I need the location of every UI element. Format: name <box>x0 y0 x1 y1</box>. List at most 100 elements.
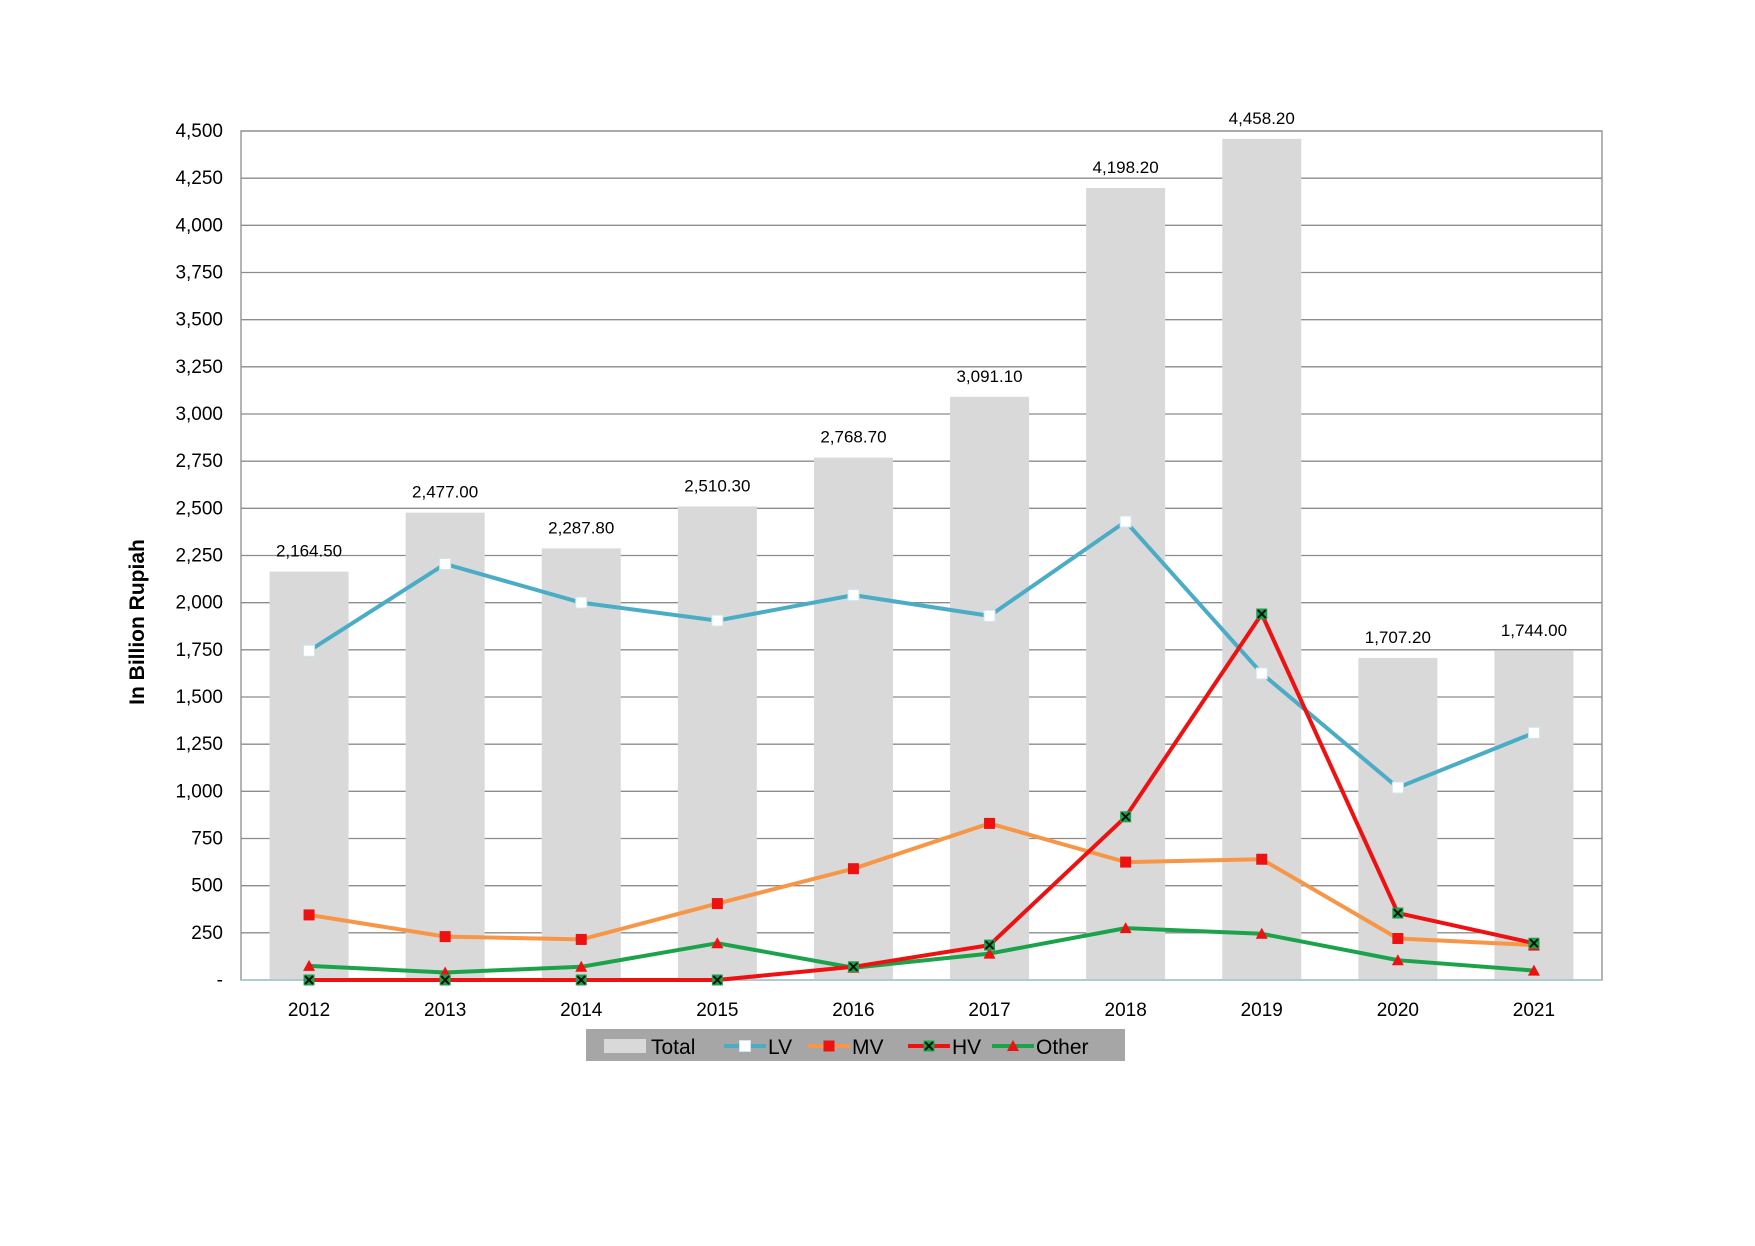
bar-data-label: 1,744.00 <box>1501 621 1567 640</box>
marker-lv <box>439 557 452 570</box>
y-tick-label: 1,000 <box>175 781 223 802</box>
y-tick-label: 500 <box>191 876 223 897</box>
bar-data-label: 1,707.20 <box>1365 628 1431 647</box>
bar-total <box>1222 138 1302 981</box>
legend-label-hv: HV <box>952 1036 981 1059</box>
bar-data-label: 4,198.20 <box>1093 158 1159 177</box>
marker-lv <box>303 644 316 657</box>
marker-hv <box>1392 907 1404 919</box>
y-tick-label: 1,250 <box>175 734 223 755</box>
marker-lv <box>983 609 996 622</box>
y-tick-label: 4,500 <box>175 121 223 142</box>
legend-marker-mv <box>823 1040 835 1052</box>
marker-lv <box>1391 781 1404 794</box>
marker-lv <box>711 614 724 627</box>
legend-label-total: Total <box>651 1036 695 1059</box>
y-tick-label: 250 <box>191 923 223 944</box>
bar-total <box>1086 187 1166 981</box>
bar-total <box>405 512 485 980</box>
y-tick-label: 4,250 <box>175 168 223 189</box>
marker-hv <box>303 974 315 986</box>
y-tick-label: 2,500 <box>175 498 223 519</box>
line-mv <box>307 821 1536 948</box>
bar-data-label: 2,768.70 <box>820 428 886 447</box>
bar-data-label: 2,287.80 <box>548 518 614 537</box>
marker-hv <box>1528 937 1540 949</box>
marker-hv <box>575 974 587 986</box>
marker-hv-cross <box>1257 609 1267 619</box>
line-other <box>307 926 1536 975</box>
bar-total <box>541 548 621 980</box>
marker-hv <box>984 939 996 951</box>
marker-mv <box>1256 853 1268 865</box>
y-tick-label: 3,250 <box>175 357 223 378</box>
marker-hv-cross <box>304 975 314 985</box>
data-labels: 2,164.50 2,477.00 2,287.80 2,510.30 2,768.70… <box>276 109 1567 647</box>
x-tick-label: 2017 <box>968 1000 1010 1021</box>
y-tick-label: 4,000 <box>175 215 223 236</box>
marker-hv-cross <box>848 962 859 972</box>
bar-data-label: 4,458.20 <box>1229 109 1295 128</box>
y-tick-label: 1,750 <box>175 640 223 661</box>
marker-hv-cross <box>984 940 995 950</box>
marker-hv-cross <box>440 975 450 985</box>
bar-data-label: 3,091.10 <box>956 367 1022 386</box>
bar-total <box>813 457 893 980</box>
y-tick-label: 3,000 <box>175 404 223 425</box>
total-bars <box>269 138 1574 981</box>
legend: Total LV MV HV Other <box>586 1029 1125 1061</box>
marker-other <box>1391 954 1404 966</box>
marker-mv <box>847 863 859 875</box>
bar-total <box>1494 650 1574 980</box>
y-tick-label: 1,500 <box>175 687 223 708</box>
marker-other <box>711 937 724 949</box>
marker-other <box>1119 922 1132 934</box>
x-tick-label: 2014 <box>560 1000 603 1021</box>
y-axis-title: In Billion Rupiah <box>126 539 149 705</box>
marker-hv <box>1256 608 1268 620</box>
bar-data-label: 2,164.50 <box>276 542 342 561</box>
marker-mv <box>1120 856 1132 868</box>
legend-label-lv: LV <box>768 1036 792 1059</box>
bar-data-label: 2,477.00 <box>412 483 478 502</box>
x-tick-label: 2021 <box>1513 1000 1555 1021</box>
line-lv <box>307 519 1536 790</box>
line-hv <box>307 611 1536 982</box>
marker-hv-cross <box>1120 812 1131 822</box>
marker-mv <box>439 931 451 943</box>
marker-hv <box>847 961 859 973</box>
x-tick-label: 2020 <box>1377 1000 1419 1021</box>
series-lines <box>303 515 1540 986</box>
bar-total <box>1358 657 1438 980</box>
marker-lv <box>1527 726 1540 739</box>
y-tick-label: 3,500 <box>175 310 223 331</box>
legend-marker-hv <box>923 1040 935 1052</box>
marker-hv-cross <box>1529 938 1539 948</box>
x-tick-label: 2018 <box>1105 1000 1147 1021</box>
marker-other <box>1527 964 1540 976</box>
marker-other <box>303 959 316 971</box>
bar-data-label: 2,510.30 <box>684 476 750 495</box>
bar-total <box>950 396 1030 980</box>
marker-hv-cross <box>712 975 723 985</box>
legend-swatch-total <box>604 1039 646 1053</box>
marker-hv <box>1120 811 1132 823</box>
y-tick-label: 2,750 <box>175 451 223 472</box>
marker-mv <box>1392 932 1404 944</box>
legend-label-other: Other <box>1036 1036 1089 1059</box>
legend-label-mv: MV <box>852 1036 884 1059</box>
x-tick-label: 2015 <box>696 1000 738 1021</box>
marker-hv <box>439 974 451 986</box>
y-tick-label: - <box>217 970 223 991</box>
y-tick-label: 750 <box>191 829 223 850</box>
marker-other <box>1255 927 1268 939</box>
legend-background <box>586 1029 1125 1061</box>
marker-lv <box>1255 667 1268 680</box>
marker-hv <box>711 974 723 986</box>
y-tick-label: 2,000 <box>175 593 223 614</box>
marker-lv <box>847 589 860 602</box>
marker-other <box>575 960 588 972</box>
marker-mv <box>984 817 996 829</box>
marker-hv-cross <box>1393 908 1403 918</box>
